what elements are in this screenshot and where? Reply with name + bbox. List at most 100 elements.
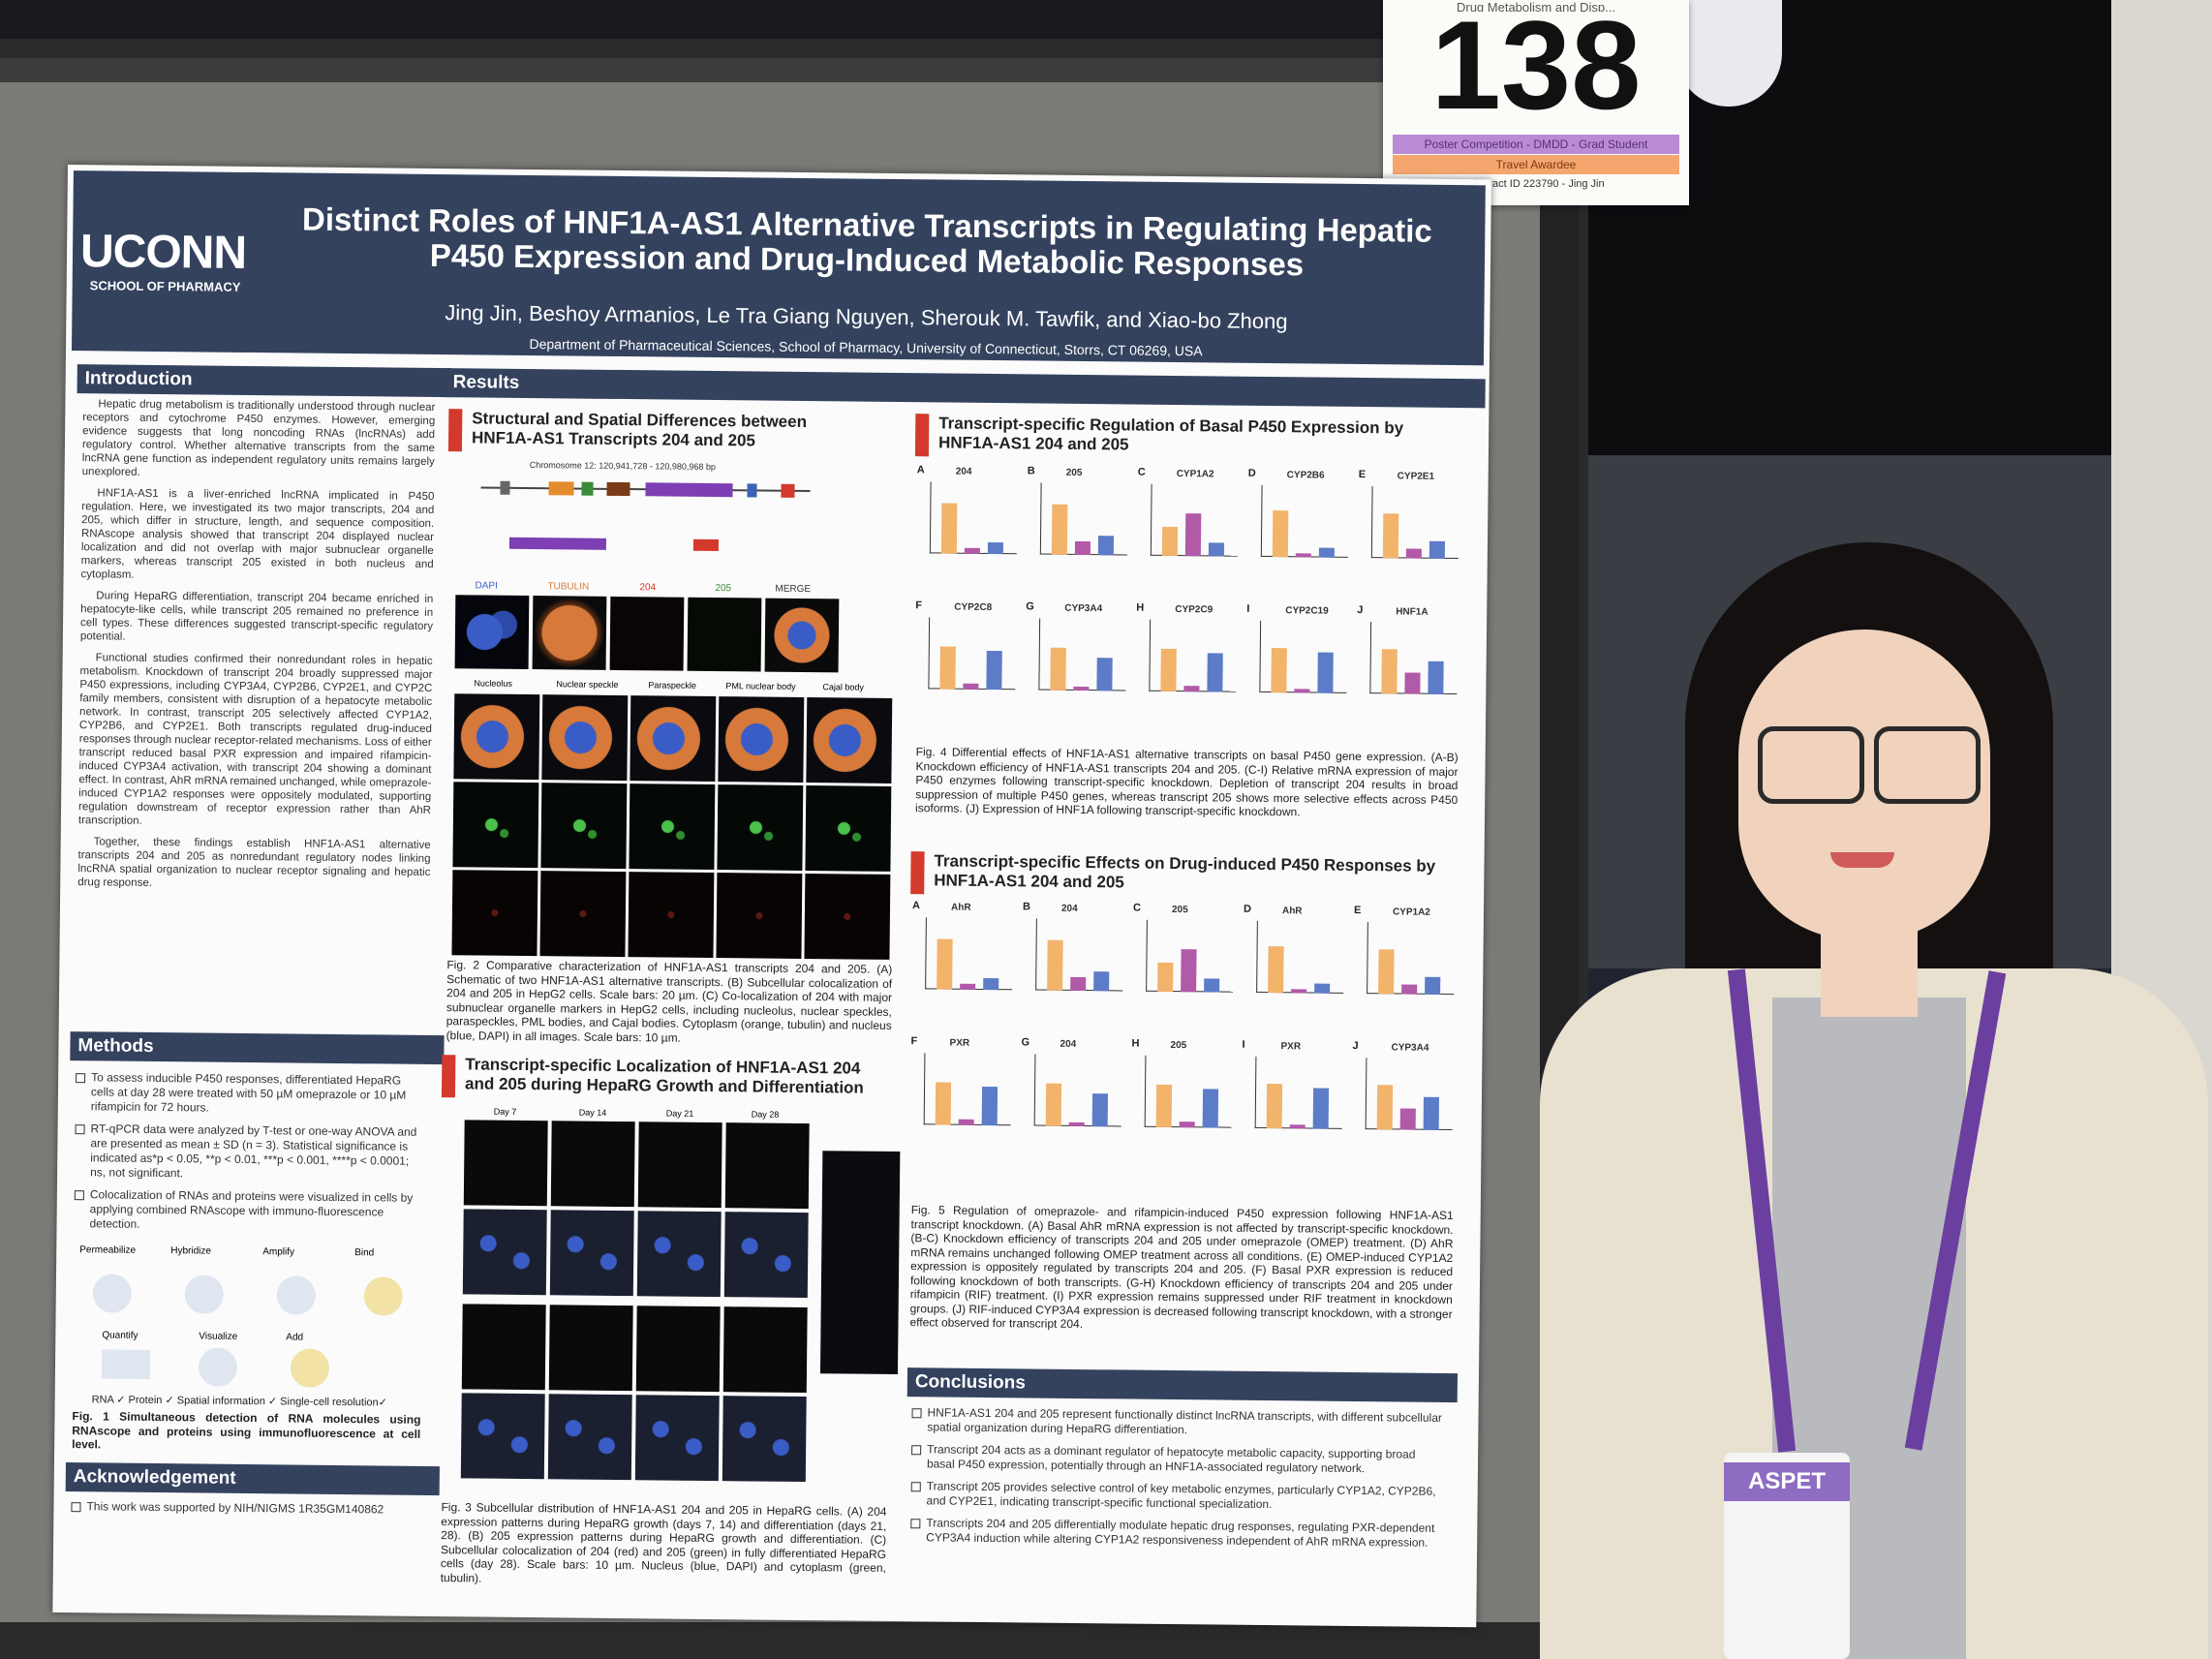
face: [1738, 630, 1990, 939]
chart-title: PXR: [949, 1037, 970, 1049]
chart-title: 205: [1171, 904, 1188, 916]
organelle-micrograph: [804, 874, 891, 960]
organelle-micrograph: [629, 783, 716, 871]
bar-chart-panel: J HNF1A: [1356, 604, 1463, 722]
bar-chart-panel: D CYP2B6: [1247, 468, 1355, 585]
chart-title: HNF1A: [1396, 606, 1429, 618]
y-axis: [1365, 1058, 1367, 1130]
bar: [1428, 661, 1444, 694]
bar-chart-panel: A AhR: [911, 900, 1019, 1017]
bar: [1047, 939, 1063, 991]
organelle-label: PML nuclear body: [725, 681, 796, 691]
hepaRG-micrograph: [550, 1121, 635, 1208]
bar: [1181, 949, 1197, 993]
day-label: Day 14: [578, 1107, 607, 1118]
bar: [1289, 1124, 1306, 1129]
panel-letter: H: [1136, 601, 1145, 614]
bar: [1295, 553, 1311, 558]
abstract-id: Abstract ID 223790 - Jing Jin: [1467, 178, 1605, 190]
card-top-text: Drug Metabolism and Disp...: [1456, 0, 1615, 12]
micrograph-merge: [764, 598, 840, 673]
channel-label: 204: [639, 582, 657, 594]
presenter: ASPET: [1530, 542, 2208, 1659]
hepaRG-micrograph: [722, 1396, 807, 1483]
hepaRG-micrograph: [722, 1306, 808, 1394]
day-label: Day 28: [751, 1109, 780, 1120]
micrograph-dapi: [454, 595, 530, 670]
channel-label: MERGE: [775, 583, 812, 596]
travel-band: Travel Awardee: [1393, 155, 1679, 174]
bar: [1318, 547, 1335, 558]
methods-list: To assess inducible P450 responses, diff…: [74, 1070, 424, 1243]
poster-number-card: Drug Metabolism and Disp... 138 Poster C…: [1383, 0, 1689, 205]
transcript-205: [692, 538, 719, 552]
visualize-icon: [198, 1347, 238, 1387]
bar: [963, 683, 979, 690]
research-poster: UCONN SCHOOL OF PHARMACY Distinct Roles …: [52, 165, 1491, 1628]
y-axis: [1254, 1056, 1257, 1128]
panel-letter: D: [1247, 467, 1256, 479]
organelle-label: Cajal body: [822, 682, 864, 692]
panel-letter: J: [1352, 1039, 1359, 1053]
panel-letter: I: [1242, 1038, 1245, 1051]
workflow-step: Amplify: [262, 1246, 295, 1258]
colocalization-panel: [819, 1151, 901, 1375]
bar: [1268, 946, 1284, 994]
poster-title: Distinct Roles of HNF1A-AS1 Alternative …: [301, 200, 1432, 283]
bar: [1157, 962, 1174, 992]
y-axis: [1144, 1055, 1147, 1127]
bar: [1291, 989, 1307, 994]
bar: [1378, 949, 1395, 995]
panel-letter: A: [911, 900, 921, 912]
panel-letter: E: [1353, 904, 1362, 917]
panel-letter: J: [1357, 603, 1364, 617]
hepaRG-micrograph: [635, 1306, 721, 1393]
bar: [940, 503, 958, 554]
organelle-label: Paraspeckle: [648, 680, 696, 691]
chart-title: 205: [1065, 467, 1083, 478]
workflow-footer: RNA ✓ Protein ✓ Spatial information ✓ Si…: [91, 1394, 387, 1409]
bar-chart-panel: A 204: [916, 464, 1024, 581]
poster-header: UCONN SCHOOL OF PHARMACY Distinct Roles …: [71, 170, 1486, 366]
workflow-step: Visualize: [199, 1331, 238, 1342]
workflow-step: Hybridize: [170, 1245, 212, 1257]
chart-title: CYP2C8: [954, 601, 993, 614]
y-axis: [1367, 922, 1368, 995]
bar: [1050, 647, 1066, 691]
panel-letter: C: [1137, 466, 1146, 478]
bar: [983, 977, 999, 991]
quantify-chart-icon: [101, 1349, 151, 1379]
organelle-micrograph: [451, 870, 538, 957]
bar-chart-panel: E CYP2E1: [1358, 469, 1465, 586]
bar: [1097, 536, 1115, 556]
day-label: Day 21: [665, 1108, 694, 1119]
organelle-micrograph: [540, 783, 628, 870]
bar: [981, 1086, 998, 1126]
hepaRG-micrograph: [461, 1304, 546, 1391]
signal-icon: [276, 1275, 316, 1315]
workflow-step: Permeabilize: [79, 1244, 137, 1256]
y-axis: [1149, 619, 1152, 691]
organelle-micrograph: [805, 785, 892, 872]
bar-chart-panel: F CYP2C8: [914, 599, 1022, 717]
bar: [1399, 1108, 1416, 1130]
bar: [1423, 1096, 1439, 1130]
smile: [1830, 852, 1894, 868]
bar-chart-panel: J CYP3A4: [1351, 1040, 1459, 1157]
bar: [1155, 1084, 1173, 1127]
fig5-bar-charts: A AhR B 204 C 205 D AhR E CYP1A2 F PXR G 204 H 205 I PXR J…: [909, 900, 1464, 1186]
conclusion-item: HNF1A-AS1 204 and 205 represent function…: [911, 1405, 1444, 1440]
bar: [986, 650, 1002, 691]
bar: [1204, 978, 1220, 993]
hepaRG-micrograph: [463, 1120, 548, 1207]
exon-1: [500, 480, 510, 495]
hepaRG-micrograph: [460, 1393, 545, 1480]
bar: [1272, 510, 1289, 558]
panel-letter: D: [1243, 903, 1252, 915]
bar-chart-panel: I CYP2C19: [1245, 603, 1353, 721]
antibody-icon: [363, 1276, 403, 1316]
bar-chart-panel: F PXR: [909, 1035, 1017, 1152]
hepaRG-micrograph: [723, 1212, 809, 1299]
bar: [1073, 686, 1090, 691]
organelle-micrograph: [541, 694, 629, 782]
